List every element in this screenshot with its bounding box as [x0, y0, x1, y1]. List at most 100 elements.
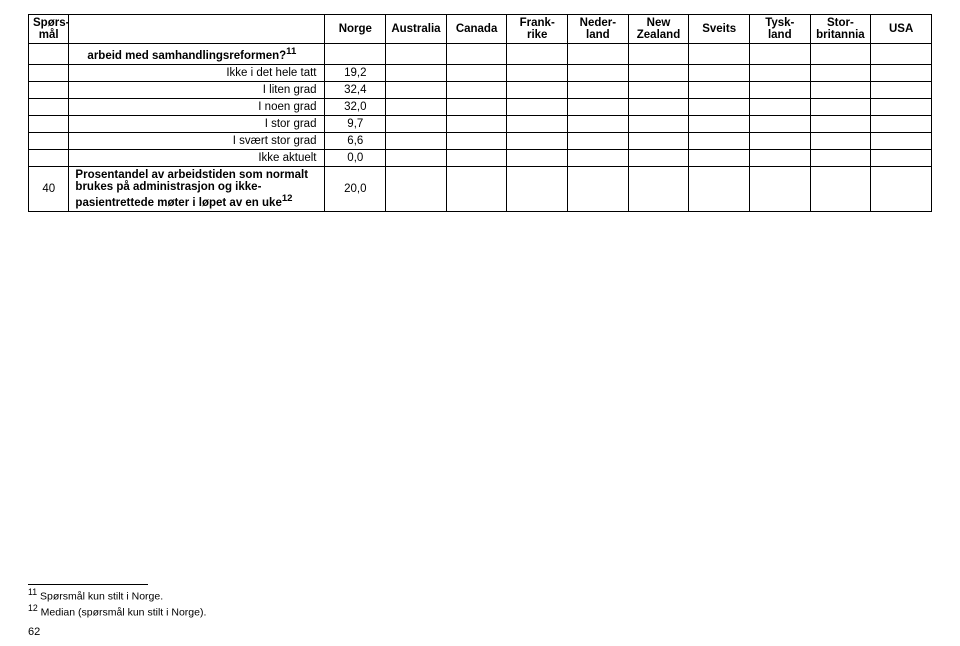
table-cell — [29, 44, 69, 65]
table-cell — [386, 166, 447, 211]
table-cell — [810, 81, 871, 98]
page-number: 62 — [28, 626, 40, 638]
footnote-12: 12 Median (spørsmål kun stilt i Norge). — [28, 603, 206, 620]
table-cell — [507, 81, 568, 98]
table-cell — [386, 64, 447, 81]
table-cell — [568, 44, 629, 65]
table-cell — [568, 98, 629, 115]
table-cell — [810, 44, 871, 65]
row-label: I noen grad — [69, 98, 325, 115]
table-cell — [871, 115, 932, 132]
table-cell — [386, 44, 447, 65]
table-cell — [29, 98, 69, 115]
row-value: 32,0 — [325, 98, 386, 115]
table-cell — [568, 149, 629, 166]
table-row: I liten grad 32,4 — [29, 81, 932, 98]
data-table: Spørs- mål Norge Australia Canada Frank-… — [28, 14, 932, 212]
table-cell — [689, 64, 750, 81]
table-cell — [749, 44, 810, 65]
table-cell — [810, 166, 871, 211]
question-row: arbeid med samhandlingsreformen?11 — [29, 44, 932, 65]
footnote-rule — [28, 584, 148, 585]
question-text: arbeid med samhandlingsreformen?11 — [69, 44, 325, 65]
table-cell — [871, 81, 932, 98]
table-cell — [689, 81, 750, 98]
table-cell — [628, 149, 689, 166]
table-cell — [749, 81, 810, 98]
table-cell — [386, 115, 447, 132]
table-cell — [810, 149, 871, 166]
table-cell — [749, 132, 810, 149]
table-cell — [871, 44, 932, 65]
table-cell — [446, 132, 507, 149]
table-cell — [628, 166, 689, 211]
header-country: Stor- britannia — [810, 15, 871, 44]
header-country: Frank- rike — [507, 15, 568, 44]
row-label: Ikke aktuelt — [69, 149, 325, 166]
table-cell — [386, 149, 447, 166]
table-cell — [568, 81, 629, 98]
table-cell — [689, 166, 750, 211]
table-cell — [749, 166, 810, 211]
header-country: Norge — [325, 15, 386, 44]
table-cell — [507, 64, 568, 81]
table-cell — [325, 44, 386, 65]
row-value: 9,7 — [325, 115, 386, 132]
table-cell — [507, 98, 568, 115]
row-40: 40 Prosentandel av arbeidstiden som norm… — [29, 166, 932, 211]
table-cell — [810, 115, 871, 132]
table-cell — [446, 115, 507, 132]
table-cell — [386, 98, 447, 115]
table-cell — [749, 98, 810, 115]
table-cell — [628, 115, 689, 132]
table-cell — [568, 64, 629, 81]
header-country: USA — [871, 15, 932, 44]
header-row: Spørs- mål Norge Australia Canada Frank-… — [29, 15, 932, 44]
header-country: Neder- land — [568, 15, 629, 44]
table-cell — [871, 166, 932, 211]
row-label: I stor grad — [69, 115, 325, 132]
table-row: I stor grad 9,7 — [29, 115, 932, 132]
table-cell — [628, 132, 689, 149]
table-cell — [628, 64, 689, 81]
header-country: Canada — [446, 15, 507, 44]
table-cell — [386, 132, 447, 149]
table-cell — [29, 81, 69, 98]
header-spm: Spørs- mål — [29, 15, 69, 44]
header-country: Australia — [386, 15, 447, 44]
question-text: Prosentandel av arbeidstiden som normalt… — [69, 166, 325, 211]
footnote-11: 11 Spørsmål kun stilt i Norge. — [28, 587, 206, 604]
table-row: I svært stor grad 6,6 — [29, 132, 932, 149]
table-cell — [568, 132, 629, 149]
table-row: Ikke aktuelt 0,0 — [29, 149, 932, 166]
table-cell — [749, 64, 810, 81]
header-country: New Zealand — [628, 15, 689, 44]
table-row: Ikke i det hele tatt 19,2 — [29, 64, 932, 81]
question-number: 40 — [29, 166, 69, 211]
row-value: 20,0 — [325, 166, 386, 211]
table-cell — [29, 115, 69, 132]
table-cell — [628, 98, 689, 115]
table-cell — [689, 115, 750, 132]
row-label: I svært stor grad — [69, 132, 325, 149]
footnote-text: Spørsmål kun stilt i Norge. — [40, 590, 163, 602]
header-country: Tysk- land — [749, 15, 810, 44]
row-value: 0,0 — [325, 149, 386, 166]
table-cell — [507, 166, 568, 211]
row-value: 6,6 — [325, 132, 386, 149]
footnote-ref: 12 — [282, 193, 293, 204]
table-cell — [749, 149, 810, 166]
table-cell — [507, 115, 568, 132]
table-cell — [446, 166, 507, 211]
table-cell — [628, 81, 689, 98]
table-cell — [871, 64, 932, 81]
table-cell — [689, 44, 750, 65]
table-cell — [810, 64, 871, 81]
table-cell — [446, 149, 507, 166]
footnote-text: Median (spørsmål kun stilt i Norge). — [41, 607, 207, 619]
row-value: 19,2 — [325, 64, 386, 81]
table-cell — [689, 98, 750, 115]
table-cell — [871, 132, 932, 149]
footnote-ref: 11 — [286, 46, 296, 57]
table-cell — [568, 166, 629, 211]
